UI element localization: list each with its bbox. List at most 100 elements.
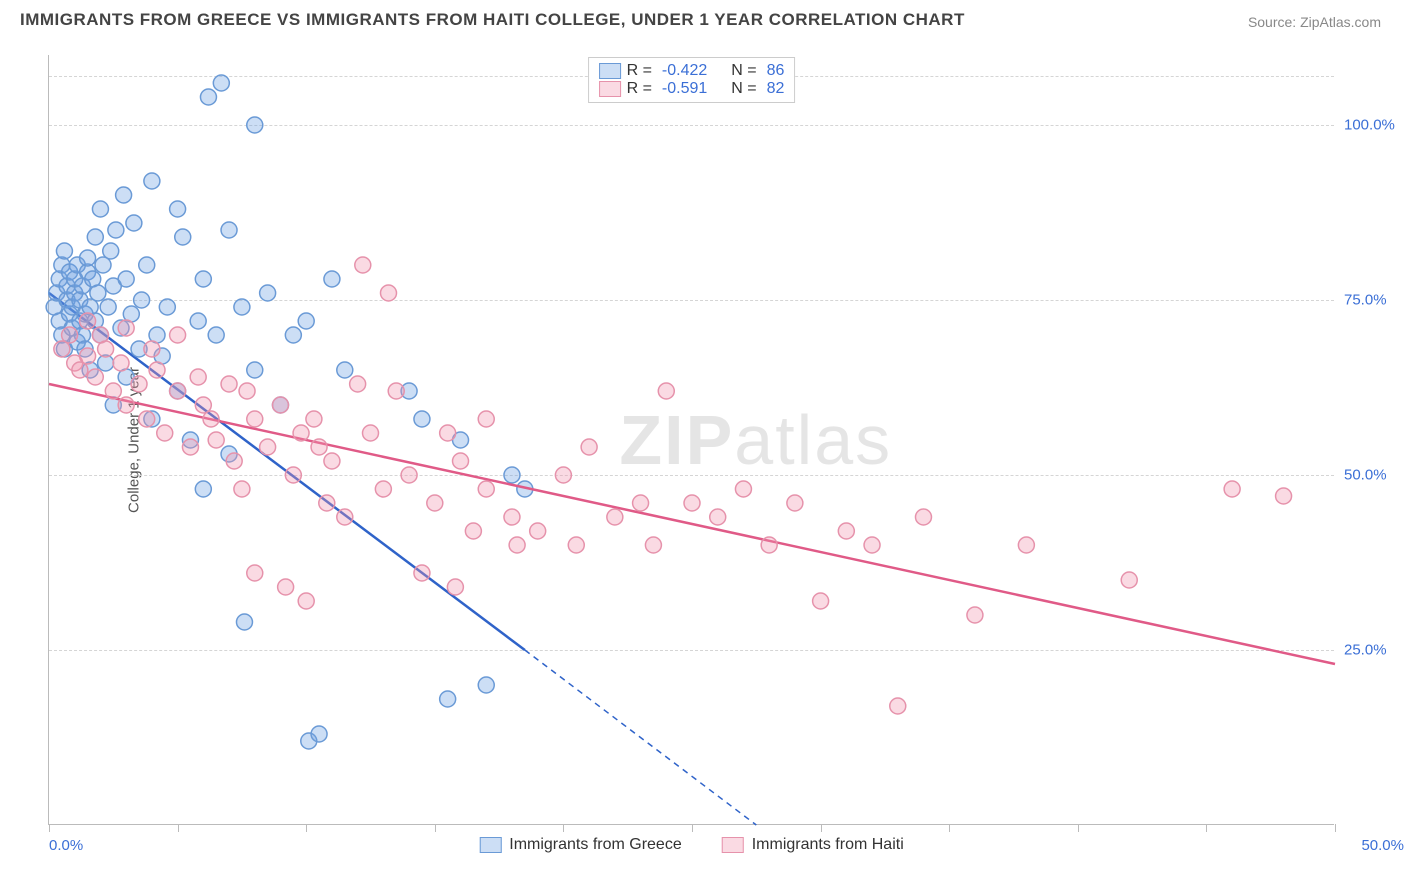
data-point	[272, 397, 288, 413]
data-point	[226, 453, 242, 469]
data-point	[298, 313, 314, 329]
y-tick-label: 100.0%	[1344, 117, 1404, 134]
data-point	[324, 453, 340, 469]
data-point	[247, 362, 263, 378]
data-point	[108, 222, 124, 238]
legend-swatch-1	[599, 63, 621, 79]
x-tick	[1078, 824, 1079, 832]
r-value-1: -0.422	[662, 62, 707, 80]
data-point	[260, 285, 276, 301]
data-point	[80, 250, 96, 266]
data-point	[375, 481, 391, 497]
x-tick	[1206, 824, 1207, 832]
data-point	[293, 425, 309, 441]
data-point	[118, 397, 134, 413]
data-point	[87, 369, 103, 385]
correlation-legend: R = -0.422 N = 86 R = -0.591 N = 82	[588, 57, 796, 103]
data-point	[236, 614, 252, 630]
data-point	[530, 523, 546, 539]
data-point	[98, 341, 114, 357]
series-name-2: Immigrants from Haiti	[752, 836, 904, 854]
data-point	[139, 411, 155, 427]
data-point	[478, 481, 494, 497]
data-point	[447, 579, 463, 595]
data-point	[208, 432, 224, 448]
series-name-1: Immigrants from Greece	[509, 836, 681, 854]
series-swatch-2	[722, 837, 744, 853]
n-label-1: N =	[731, 62, 756, 80]
data-point	[195, 271, 211, 287]
n-value-1: 86	[767, 62, 785, 80]
chart-title: IMMIGRANTS FROM GREECE VS IMMIGRANTS FRO…	[20, 10, 965, 30]
data-point	[144, 341, 160, 357]
n-label-2: N =	[731, 80, 756, 98]
data-point	[118, 320, 134, 336]
data-point	[381, 285, 397, 301]
legend-swatch-2	[599, 81, 621, 97]
data-point	[298, 593, 314, 609]
data-point	[478, 411, 494, 427]
data-point	[1224, 481, 1240, 497]
data-point	[607, 509, 623, 525]
data-point	[761, 537, 777, 553]
x-tick	[49, 824, 50, 832]
data-point	[813, 593, 829, 609]
data-point	[319, 495, 335, 511]
data-point	[221, 376, 237, 392]
data-point	[56, 243, 72, 259]
x-axis-max-label: 50.0%	[1361, 837, 1404, 854]
x-tick	[306, 824, 307, 832]
data-point	[787, 495, 803, 511]
series-legend-item-2: Immigrants from Haiti	[722, 836, 904, 854]
n-value-2: 82	[767, 80, 785, 98]
data-point	[159, 299, 175, 315]
data-point	[170, 383, 186, 399]
data-point	[247, 411, 263, 427]
data-point	[103, 243, 119, 259]
data-point	[363, 425, 379, 441]
data-point	[465, 523, 481, 539]
r-label-1: R =	[627, 62, 652, 80]
data-point	[92, 201, 108, 217]
data-point	[401, 467, 417, 483]
data-point	[337, 362, 353, 378]
data-point	[504, 467, 520, 483]
series-legend: Immigrants from Greece Immigrants from H…	[479, 836, 904, 854]
data-point	[735, 481, 751, 497]
x-axis-min-label: 0.0%	[49, 837, 83, 854]
data-point	[200, 89, 216, 105]
data-point	[311, 439, 327, 455]
data-point	[967, 607, 983, 623]
data-point	[890, 698, 906, 714]
data-point	[131, 376, 147, 392]
data-point	[247, 117, 263, 133]
data-point	[838, 523, 854, 539]
data-point	[504, 509, 520, 525]
trend-line-dashed	[525, 650, 756, 825]
data-point	[427, 495, 443, 511]
data-point	[221, 222, 237, 238]
correlation-row-1: R = -0.422 N = 86	[599, 62, 785, 80]
x-tick	[949, 824, 950, 832]
data-point	[80, 348, 96, 364]
data-point	[260, 439, 276, 455]
plot-area: College, Under 1 year ZIPatlas 25.0%50.0…	[48, 55, 1334, 825]
x-tick	[178, 824, 179, 832]
r-value-2: -0.591	[662, 80, 707, 98]
data-point	[478, 677, 494, 693]
data-point	[134, 292, 150, 308]
data-point	[306, 411, 322, 427]
data-point	[118, 271, 134, 287]
data-point	[285, 327, 301, 343]
data-point	[87, 229, 103, 245]
data-point	[157, 425, 173, 441]
data-point	[116, 187, 132, 203]
data-point	[633, 495, 649, 511]
data-point	[581, 439, 597, 455]
data-point	[645, 537, 661, 553]
data-point	[388, 383, 404, 399]
data-point	[113, 355, 129, 371]
data-point	[915, 509, 931, 525]
data-point	[234, 299, 250, 315]
data-point	[350, 376, 366, 392]
